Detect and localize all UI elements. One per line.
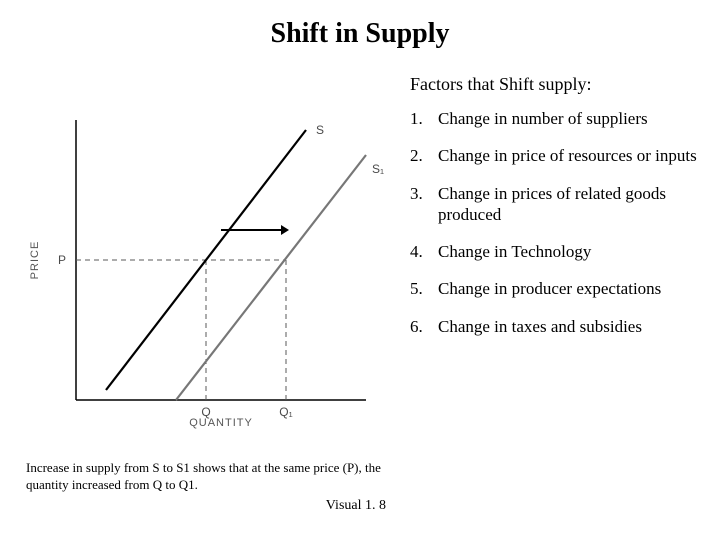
list-item: 2. Change in price of resources or input… — [410, 145, 700, 166]
list-item-text: Change in price of resources or inputs — [438, 145, 700, 166]
factor-list: 1. Change in number of suppliers 2. Chan… — [410, 108, 700, 353]
list-item: 4. Change in Technology — [410, 241, 700, 262]
svg-text:P: P — [58, 253, 66, 267]
graph-caption: Increase in supply from S to S1 shows th… — [26, 460, 386, 494]
list-item-text: Change in number of suppliers — [438, 108, 700, 129]
list-item: 6. Change in taxes and subsidies — [410, 316, 700, 337]
list-item-text: Change in Technology — [438, 241, 700, 262]
list-item-number: 5. — [410, 278, 438, 299]
list-item-number: 2. — [410, 145, 438, 166]
list-item: 1. Change in number of suppliers — [410, 108, 700, 129]
svg-text:PRICE: PRICE — [29, 241, 41, 280]
list-item-text: Change in producer expectations — [438, 278, 700, 299]
factors-heading: Factors that Shift supply: — [410, 74, 592, 95]
list-item-text: Change in taxes and subsidies — [438, 316, 700, 337]
list-item: 5. Change in producer expectations — [410, 278, 700, 299]
supply-shift-graph: PRICE QUANTITY P Q Q₁ S S₁ — [26, 100, 386, 440]
svg-text:QUANTITY: QUANTITY — [189, 417, 253, 429]
svg-text:Q: Q — [201, 405, 210, 419]
list-item-number: 6. — [410, 316, 438, 337]
list-item: 3. Change in prices of related goods pro… — [410, 183, 700, 226]
svg-text:S₁: S₁ — [372, 162, 384, 176]
list-item-text: Change in prices of related goods produc… — [438, 183, 700, 226]
svg-text:S: S — [316, 123, 324, 137]
list-item-number: 3. — [410, 183, 438, 226]
page-title: Shift in Supply — [0, 18, 720, 50]
svg-text:Q₁: Q₁ — [279, 405, 292, 419]
visual-reference: Visual 1. 8 — [26, 498, 386, 514]
list-item-number: 1. — [410, 108, 438, 129]
list-item-number: 4. — [410, 241, 438, 262]
